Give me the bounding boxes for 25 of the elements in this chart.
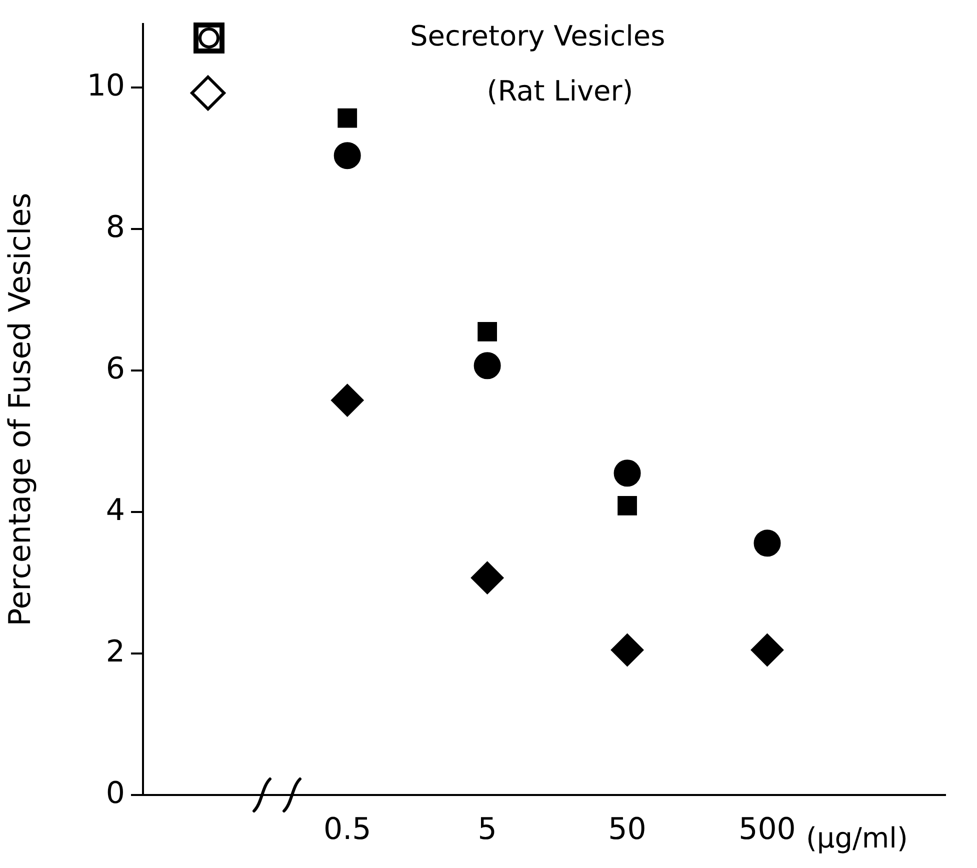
x-tick-label: 500 (738, 812, 796, 847)
x-tick-label: 50 (608, 812, 646, 847)
point (338, 108, 358, 128)
point (750, 633, 784, 666)
y-tick-label: 0 (106, 776, 125, 811)
point (754, 530, 781, 557)
y-tick-label: 4 (106, 492, 125, 528)
y-axis-title: Percentage of Fused Vesicles (2, 192, 38, 626)
point (610, 633, 644, 666)
y-tick-label: 6 (106, 351, 125, 386)
point (470, 561, 504, 594)
point (334, 142, 361, 170)
chart-title: Secretory Vesicles (410, 19, 666, 52)
point (330, 384, 364, 417)
y-tick-label: 2 (106, 634, 125, 670)
text: (Rat Liver) (486, 74, 634, 108)
point (618, 496, 637, 516)
x-axis-title: (µg/ml) (806, 821, 908, 854)
y-tick-label: 8 (106, 210, 125, 245)
point (614, 460, 641, 487)
x-tick-label: 0.5 (323, 812, 372, 847)
x-tick-label: 5 (478, 812, 497, 847)
point (478, 322, 498, 342)
y-tick-label: 10 (86, 68, 125, 104)
point (474, 352, 501, 380)
